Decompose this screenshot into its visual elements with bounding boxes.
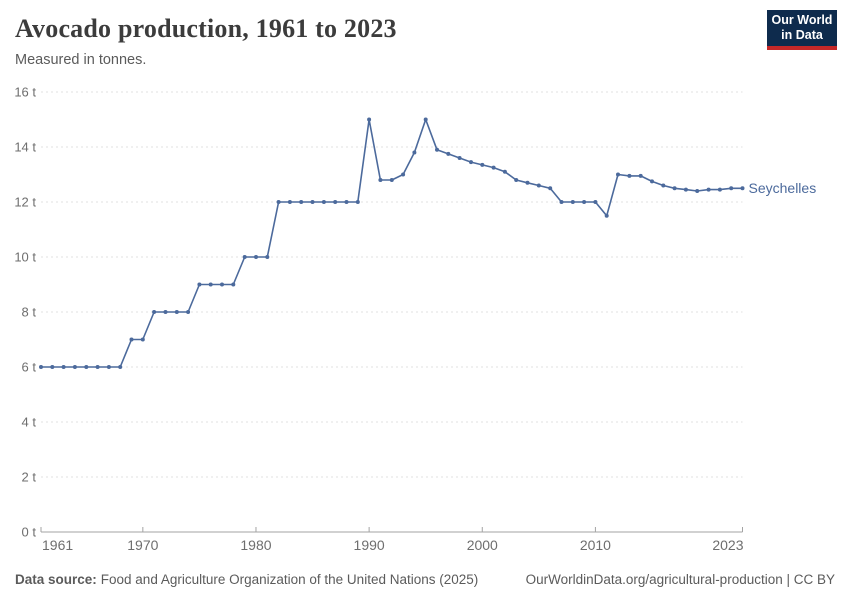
data-point-2021[interactable] xyxy=(717,187,722,192)
data-point-2023[interactable] xyxy=(740,186,745,191)
data-point-1975[interactable] xyxy=(197,282,202,287)
data-point-1962[interactable] xyxy=(50,365,55,369)
data-point-1994[interactable] xyxy=(412,150,417,155)
series-label-seychelles[interactable]: Seychelles xyxy=(749,180,817,196)
data-point-1968[interactable] xyxy=(118,365,123,369)
data-point-1973[interactable] xyxy=(174,310,179,314)
data-point-2014[interactable] xyxy=(638,173,643,178)
x-tick-label-1961: 1961 xyxy=(42,537,73,553)
data-point-1993[interactable] xyxy=(401,172,406,177)
data-point-2005[interactable] xyxy=(536,183,541,188)
x-tick-label-2000: 2000 xyxy=(467,537,498,553)
data-point-1964[interactable] xyxy=(72,365,77,369)
data-point-2010[interactable] xyxy=(593,200,598,204)
data-source-text: Food and Agriculture Organization of the… xyxy=(100,572,479,587)
data-point-1970[interactable] xyxy=(140,337,145,342)
data-point-1976[interactable] xyxy=(208,282,213,287)
data-point-1980[interactable] xyxy=(254,255,258,259)
y-tick-label-12: 12 t xyxy=(14,195,36,210)
data-point-1961[interactable] xyxy=(39,365,43,369)
x-tick-label-1990: 1990 xyxy=(354,537,385,553)
chart-footer: Data source: Food and Agriculture Organiz… xyxy=(15,572,835,587)
data-point-1977[interactable] xyxy=(220,282,224,287)
data-point-1990[interactable] xyxy=(367,117,372,122)
y-tick-label-10: 10 t xyxy=(14,250,36,265)
data-point-1995[interactable] xyxy=(423,117,428,122)
data-point-2017[interactable] xyxy=(672,186,677,191)
chart-subtitle: Measured in tonnes. xyxy=(15,52,147,68)
data-point-2016[interactable] xyxy=(661,183,666,188)
series-line-seychelles xyxy=(40,118,744,368)
data-point-1989[interactable] xyxy=(355,200,360,204)
data-point-2008[interactable] xyxy=(570,200,575,204)
data-point-1986[interactable] xyxy=(321,200,326,204)
data-point-1979[interactable] xyxy=(242,255,247,259)
data-point-2020[interactable] xyxy=(706,187,711,192)
y-tick-label-8: 8 t xyxy=(22,305,37,320)
data-point-2002[interactable] xyxy=(502,169,507,174)
data-point-2022[interactable] xyxy=(729,186,734,191)
data-point-1992[interactable] xyxy=(389,178,394,182)
x-tick-label-2010: 2010 xyxy=(580,537,611,553)
data-source: Data source: Food and Agriculture Organiz… xyxy=(15,572,478,587)
data-point-1963[interactable] xyxy=(61,365,66,369)
owid-logo[interactable]: Our World in Data xyxy=(767,10,837,50)
y-tick-label-14: 14 t xyxy=(14,140,36,155)
x-tick-label-2023: 2023 xyxy=(712,537,743,553)
x-tick-label-1980: 1980 xyxy=(240,537,271,553)
data-point-1984[interactable] xyxy=(299,200,304,204)
y-tick-label-0: 0 t xyxy=(22,525,37,540)
data-point-2001[interactable] xyxy=(491,165,496,170)
data-point-2003[interactable] xyxy=(514,178,519,182)
data-point-2009[interactable] xyxy=(582,200,587,204)
data-point-2019[interactable] xyxy=(695,189,700,193)
y-tick-label-6: 6 t xyxy=(22,360,37,375)
data-point-2013[interactable] xyxy=(627,173,632,178)
data-point-1987[interactable] xyxy=(333,200,338,204)
data-source-label: Data source: xyxy=(15,572,97,587)
data-point-1966[interactable] xyxy=(95,365,100,369)
data-point-2007[interactable] xyxy=(559,200,564,204)
data-point-2000[interactable] xyxy=(480,162,485,167)
data-point-2011[interactable] xyxy=(604,213,609,218)
data-point-2006[interactable] xyxy=(548,186,553,191)
y-tick-label-16: 16 t xyxy=(14,85,36,100)
data-point-1991[interactable] xyxy=(378,178,383,182)
data-point-1971[interactable] xyxy=(152,310,157,314)
y-tick-label-4: 4 t xyxy=(22,415,37,430)
data-point-1988[interactable] xyxy=(344,200,349,204)
data-point-1972[interactable] xyxy=(163,310,168,314)
data-point-1981[interactable] xyxy=(265,255,270,259)
owid-logo-line2: in Data xyxy=(781,28,823,42)
data-point-1967[interactable] xyxy=(106,365,111,369)
data-point-2018[interactable] xyxy=(683,187,688,192)
data-point-1974[interactable] xyxy=(186,310,191,314)
data-point-2004[interactable] xyxy=(525,180,530,185)
data-point-1978[interactable] xyxy=(231,282,236,287)
data-point-2015[interactable] xyxy=(650,179,654,184)
data-point-1969[interactable] xyxy=(129,337,134,342)
data-point-1997[interactable] xyxy=(446,151,451,156)
data-point-1998[interactable] xyxy=(457,156,462,160)
data-point-1999[interactable] xyxy=(469,160,473,165)
data-point-2012[interactable] xyxy=(616,172,620,177)
page-title: Avocado production, 1961 to 2023 xyxy=(15,14,397,43)
data-point-1996[interactable] xyxy=(435,147,439,152)
credit-line[interactable]: OurWorldinData.org/agricultural-producti… xyxy=(525,572,835,587)
owid-logo-line1: Our World xyxy=(771,13,833,27)
data-point-1965[interactable] xyxy=(84,365,89,369)
y-tick-label-2: 2 t xyxy=(22,470,37,485)
data-point-1983[interactable] xyxy=(287,200,292,204)
data-point-1985[interactable] xyxy=(310,200,315,204)
data-point-1982[interactable] xyxy=(276,200,281,204)
x-tick-label-1970: 1970 xyxy=(127,537,158,553)
